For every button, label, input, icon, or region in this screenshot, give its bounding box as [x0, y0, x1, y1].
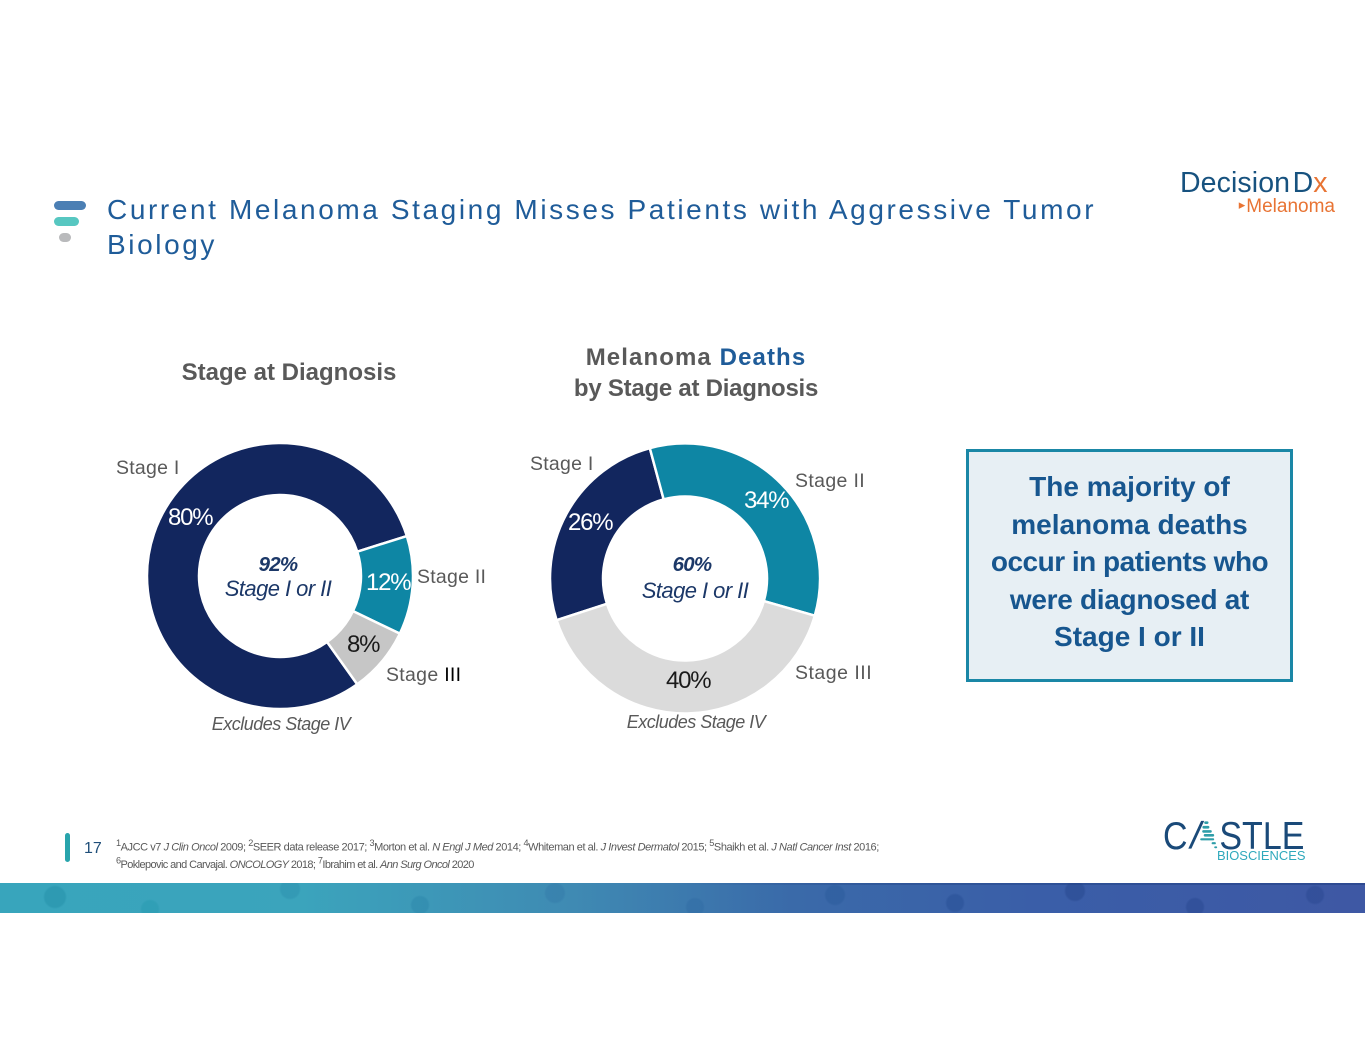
- svg-text:STLE: STLE: [1219, 815, 1304, 858]
- svg-text:BIOSCIENCES: BIOSCIENCES: [1217, 849, 1306, 863]
- svg-text:C: C: [1163, 815, 1188, 858]
